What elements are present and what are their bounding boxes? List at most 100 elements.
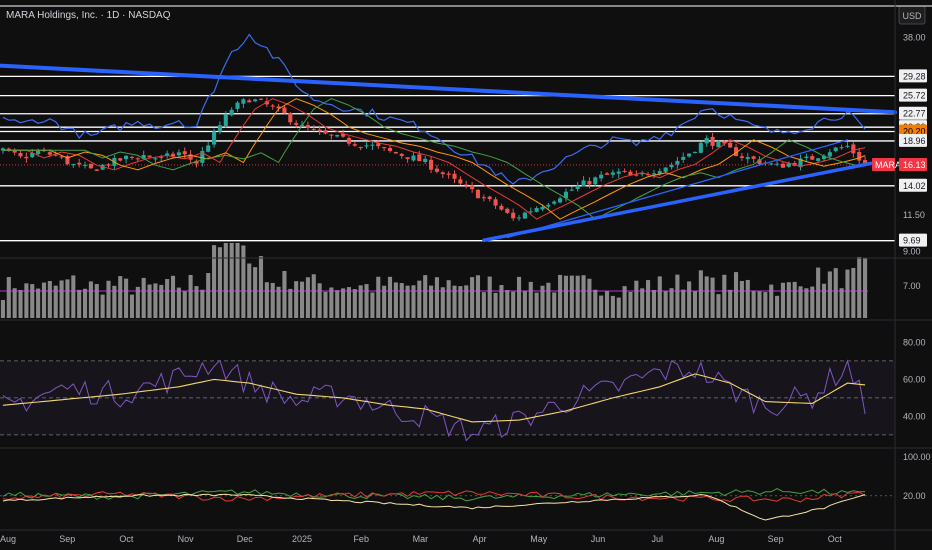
volume-bar [751,290,756,318]
candle-body [786,163,791,167]
candle-body [698,142,703,153]
volume-bar [206,273,211,318]
volume-bar [223,243,228,318]
volume-bar [505,290,510,318]
volume-bar [352,289,357,318]
volume-bar [628,291,633,318]
rsi-line [2,359,866,442]
volume-bar [458,286,463,318]
candle-body [511,212,516,219]
volume-bar [305,277,310,318]
candle-body [129,156,135,158]
volume-bar [393,282,398,318]
candle-body [751,156,756,159]
candle-body [6,148,11,151]
volume-bar [382,285,387,318]
volume-bar [851,267,856,318]
candle-body [552,201,557,204]
level-tag[interactable] [899,178,927,192]
volume-bar [264,282,269,318]
level-tag[interactable] [899,106,927,120]
candle-body [710,136,715,146]
volume-bar [241,245,246,318]
candle-body [376,143,381,147]
symbol-tag[interactable] [872,157,895,171]
volume-bar [317,283,322,318]
support-trendline[interactable] [482,161,873,242]
candle-body [241,99,246,104]
candle-body [270,105,275,107]
volume-bar [475,275,481,318]
support-channel-line[interactable] [506,139,849,239]
volume-bar [452,285,457,318]
candle-body [253,99,258,102]
last-price-label: 16.13 [903,160,926,170]
level-tag[interactable] [899,88,927,102]
level-tag[interactable] [899,69,927,83]
candle-body [235,102,240,109]
candle-body [528,211,533,213]
candle-body [499,205,504,210]
oscillator-tick-label: 80.00 [903,337,926,347]
resistance-trendline[interactable] [0,63,897,115]
volume-bar [294,281,299,318]
volume-bar [675,274,680,318]
volume-bar [687,281,692,318]
volume-bar [804,288,809,318]
candle-body [493,199,498,206]
candle-body [88,163,93,169]
volume-bar [440,287,445,318]
candle-body [839,147,844,149]
candle-body [464,184,469,186]
level-tag-label: 9.69 [903,236,921,246]
volume-bar [563,275,569,318]
candle-body [317,129,322,132]
volume-bar [604,291,610,318]
level-tag[interactable] [899,133,927,147]
volume-bar [798,286,803,318]
candle-body [411,155,416,161]
candle-body [423,158,428,162]
candle-body [739,156,744,158]
candle-body [534,208,539,212]
candle-body [775,163,780,165]
candle-body [77,162,82,165]
volume-bar [857,256,862,318]
volume-bar [863,257,868,318]
level-tag[interactable] [899,233,927,247]
candle-body [675,160,680,165]
volume-bar [358,285,363,318]
volume-bar [147,284,152,318]
ma-mid-line [2,98,866,220]
candle-body [30,153,35,158]
candle-body [364,145,369,147]
time-tick-label: 2025 [292,534,312,544]
volume-bar [816,267,821,318]
volume-bar [587,278,592,318]
candle-body [165,153,170,156]
volume-bar [411,285,416,318]
candle-body [863,160,868,165]
candle-body [587,181,592,185]
candle-body [640,173,645,175]
volume-bar [593,289,598,318]
volume-bar [429,285,434,318]
level-tag-label: 18.96 [903,136,926,146]
directional-tick-label: 20.00 [903,491,926,501]
volume-bar [106,280,111,318]
volume-bar [622,286,627,318]
volume-bar [65,279,70,318]
volume-bar [423,275,428,318]
volume-bar [845,269,850,318]
volume-bar [710,277,715,318]
volume-bar [18,289,23,318]
candle-body [810,156,815,160]
volume-bar [581,275,586,318]
volume-bar [47,280,52,318]
candle-body [798,158,803,168]
last-price-tag[interactable] [899,157,927,171]
candle-body [247,100,252,103]
time-tick-label: Feb [353,534,369,544]
volume-bar [610,295,615,318]
